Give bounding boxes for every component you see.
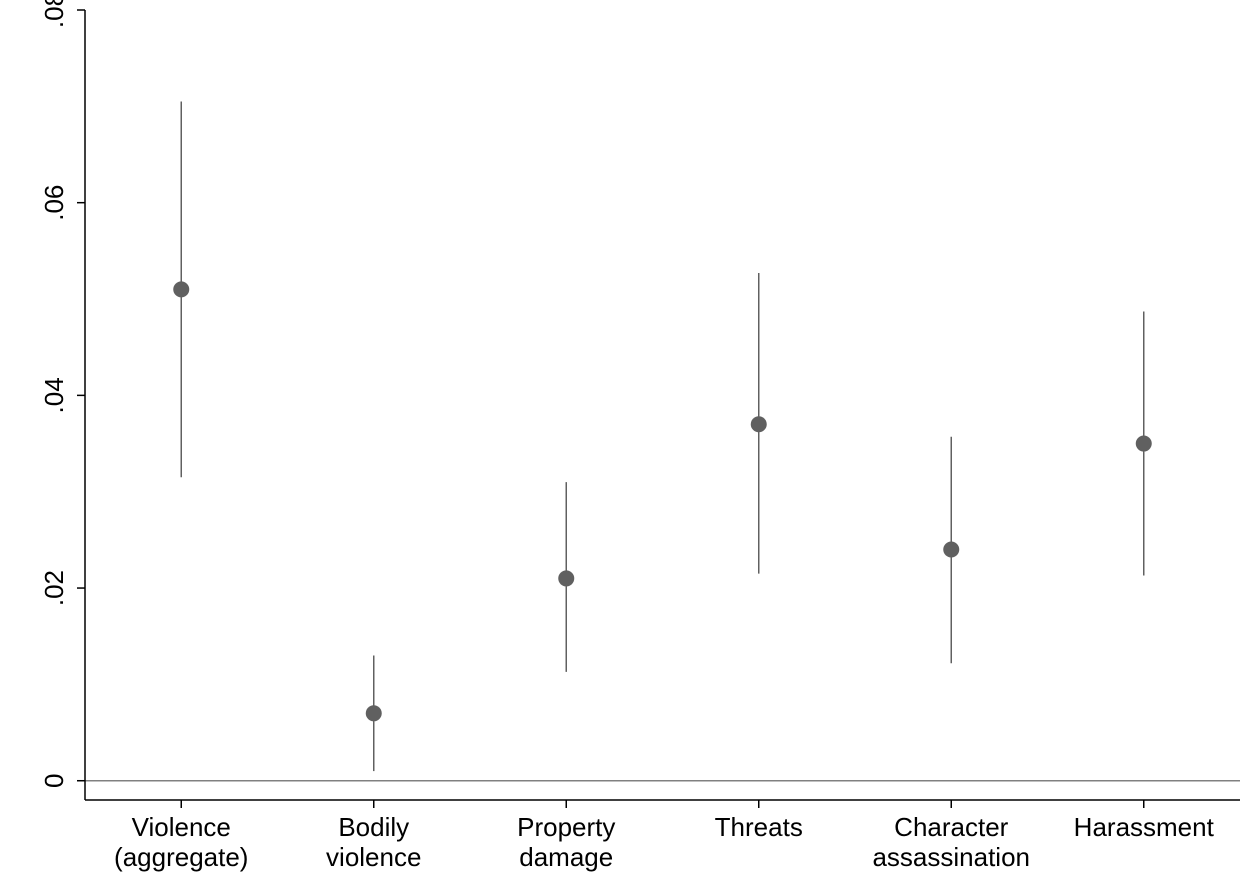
point-estimate bbox=[173, 281, 189, 297]
coefficient-plot: 0 .02 .04 .06 .08 Violence(aggregate) Bodilyvi… bbox=[0, 0, 1255, 895]
x-tick-label: Propertydamage bbox=[517, 812, 615, 872]
x-tick-label: Harassment bbox=[1074, 812, 1215, 842]
y-tick-label: .08 bbox=[39, 0, 69, 28]
y-tick-label: .02 bbox=[39, 570, 69, 606]
x-tick-label-line: Violence bbox=[132, 812, 231, 842]
x-tick-label-line: damage bbox=[519, 842, 613, 872]
x-tick-label-line: Property bbox=[517, 812, 615, 842]
x-tick-label: Bodilyviolence bbox=[326, 812, 421, 872]
point-estimate bbox=[1136, 436, 1152, 452]
point-estimate bbox=[751, 416, 767, 432]
x-tick-label-line: (aggregate) bbox=[114, 842, 248, 872]
x-tick-label-line: Character bbox=[894, 812, 1008, 842]
point-estimate bbox=[558, 570, 574, 586]
point-estimate bbox=[366, 705, 382, 721]
x-tick-label-line: Harassment bbox=[1074, 812, 1215, 842]
point-estimate bbox=[943, 542, 959, 558]
x-tick-label-line: Threats bbox=[715, 812, 803, 842]
x-tick-label: Characterassassination bbox=[872, 812, 1030, 872]
x-tick-label: Threats bbox=[715, 812, 803, 842]
y-tick-label: .04 bbox=[39, 377, 69, 413]
x-tick-label-line: Bodily bbox=[338, 812, 409, 842]
x-tick-label-line: violence bbox=[326, 842, 421, 872]
y-tick-label: 0 bbox=[39, 773, 69, 787]
x-tick-label: Violence(aggregate) bbox=[114, 812, 248, 872]
x-tick-label-line: assassination bbox=[872, 842, 1030, 872]
y-tick-label: .06 bbox=[39, 185, 69, 221]
chart-svg: 0 .02 .04 .06 .08 Violence(aggregate) Bodilyvi… bbox=[0, 0, 1255, 895]
